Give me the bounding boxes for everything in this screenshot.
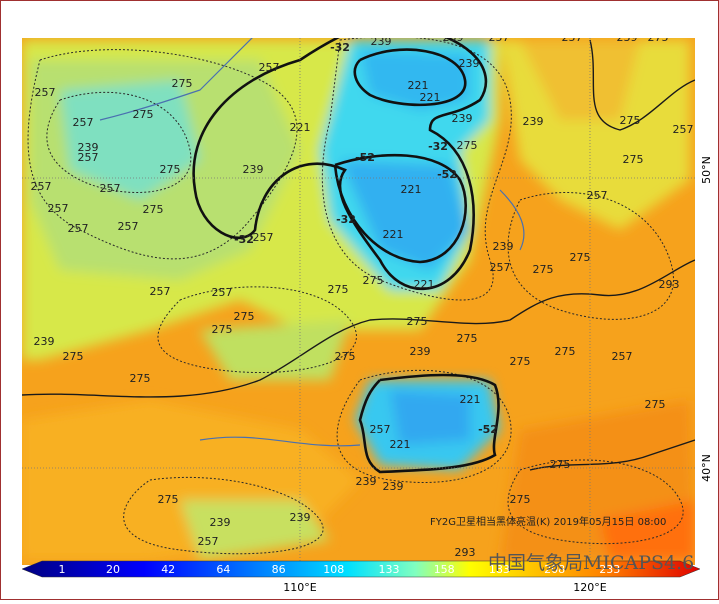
- contour-label: 293: [455, 546, 476, 559]
- contour-label: 257: [78, 151, 99, 164]
- contour-label: 275: [623, 153, 644, 166]
- contour-label: 257: [562, 31, 583, 44]
- contour-label: 221: [414, 278, 435, 291]
- watermark: 中国气象局MICAPS4.6: [488, 552, 694, 574]
- contour-label: -32: [336, 213, 356, 226]
- contour-label: 221: [290, 121, 311, 134]
- contour-label: 257: [489, 31, 510, 44]
- contour-label: 293: [659, 278, 680, 291]
- contour-label: 257: [68, 222, 89, 235]
- contour-label: 239: [617, 31, 638, 44]
- contour-label: 221: [408, 79, 429, 92]
- contour-label: 257: [35, 86, 56, 99]
- contour-label: -52: [478, 423, 498, 436]
- contour-label: 275: [550, 458, 571, 471]
- contour-label: 275: [363, 274, 384, 287]
- contour-label: 275: [63, 350, 84, 363]
- contour-label: 275: [335, 350, 356, 363]
- contour-label: 239: [452, 112, 473, 125]
- contour-label: 221: [460, 393, 481, 406]
- contour-label: 275: [212, 323, 233, 336]
- contour-label: -32: [428, 140, 448, 153]
- contour-label: 275: [133, 108, 154, 121]
- contour-label: 275: [648, 31, 669, 44]
- contour-label: 257: [73, 116, 94, 129]
- contour-label: 257: [259, 61, 280, 74]
- contour-label: 239: [371, 35, 392, 48]
- colorbar-tick-label: 42: [161, 563, 175, 576]
- contour-label: 221: [383, 228, 404, 241]
- contour-label: 275: [158, 493, 179, 506]
- caption: FY2G卫星相当黑体亮温(K) 2019年05月15日 08:00: [430, 515, 666, 528]
- contour-label: 275: [328, 283, 349, 296]
- contour-label: 239: [356, 475, 377, 488]
- contour-label: 257: [253, 231, 274, 244]
- contour-label: 257: [370, 423, 391, 436]
- contour-label: 275: [457, 139, 478, 152]
- lon-label: 110°E: [283, 581, 316, 594]
- contour-label: 239: [34, 335, 55, 348]
- brightness-field: 2392392572572392752572572752212392212572…: [22, 31, 695, 565]
- contour-label: 257: [198, 535, 219, 548]
- colorbar-tick-label: 233: [599, 563, 620, 576]
- contour-label: 275: [555, 345, 576, 358]
- colorbar-tick-label: 183: [489, 563, 510, 576]
- contour-label: 257: [673, 123, 694, 136]
- contour-label: 257: [490, 261, 511, 274]
- contour-label: -32: [234, 233, 254, 246]
- contour-label: 275: [160, 163, 181, 176]
- colorbar-tick-label: 20: [106, 563, 120, 576]
- contour-label: 275: [130, 372, 151, 385]
- contour-label: 239: [383, 480, 404, 493]
- contour-label: 257: [612, 350, 633, 363]
- contour-label: 275: [645, 398, 666, 411]
- contour-label: 275: [620, 114, 641, 127]
- colorbar-tick-label: 1: [59, 563, 66, 576]
- colorbar-tick-label: 108: [323, 563, 344, 576]
- contour-label: 221: [401, 183, 422, 196]
- contour-label: 257: [31, 180, 52, 193]
- colorbar-tick-label: 208: [544, 563, 565, 576]
- contour-label: 275: [172, 77, 193, 90]
- lat-label: 40°N: [700, 454, 713, 482]
- contour-label: 257: [212, 286, 233, 299]
- contour-label: 239: [290, 511, 311, 524]
- contour-label: 239: [78, 141, 99, 154]
- contours: [192, 38, 500, 474]
- contour-label: -52: [437, 168, 457, 181]
- contour-label: 239: [210, 516, 231, 529]
- contour-label: 239: [410, 345, 431, 358]
- contour-label: 275: [234, 310, 255, 323]
- colorbar-tick-label: 86: [272, 563, 286, 576]
- contour-label: 221: [390, 438, 411, 451]
- contour-label: -32: [330, 41, 350, 54]
- contour-label: 275: [510, 493, 531, 506]
- contour-label: 275: [570, 251, 591, 264]
- contour-label: 221: [420, 91, 441, 104]
- contour-label: 275: [143, 203, 164, 216]
- contour-label: -52: [355, 151, 375, 164]
- contour-label: 257: [48, 202, 69, 215]
- colorbar-tick-label: 133: [379, 563, 400, 576]
- contour-label: 275: [457, 332, 478, 345]
- contour-label: 239: [243, 163, 264, 176]
- contour-label: 257: [100, 182, 121, 195]
- contour-label: 257: [118, 220, 139, 233]
- contour-label: 239: [459, 57, 480, 70]
- contour-label: 239: [523, 115, 544, 128]
- contour-label: 275: [510, 355, 531, 368]
- lon-label: 120°E: [573, 581, 606, 594]
- contour-label: 275: [533, 263, 554, 276]
- contour-label: 239: [443, 31, 464, 44]
- contour-label: 257: [150, 285, 171, 298]
- contour-label: 239: [493, 240, 514, 253]
- colorbar-tick-label: 64: [216, 563, 230, 576]
- colorbar-tick-label: 158: [434, 563, 455, 576]
- colorbar: [21, 560, 701, 578]
- contour-label: 275: [407, 315, 428, 328]
- contour-label: 257: [587, 189, 608, 202]
- lat-label: 50°N: [700, 156, 713, 184]
